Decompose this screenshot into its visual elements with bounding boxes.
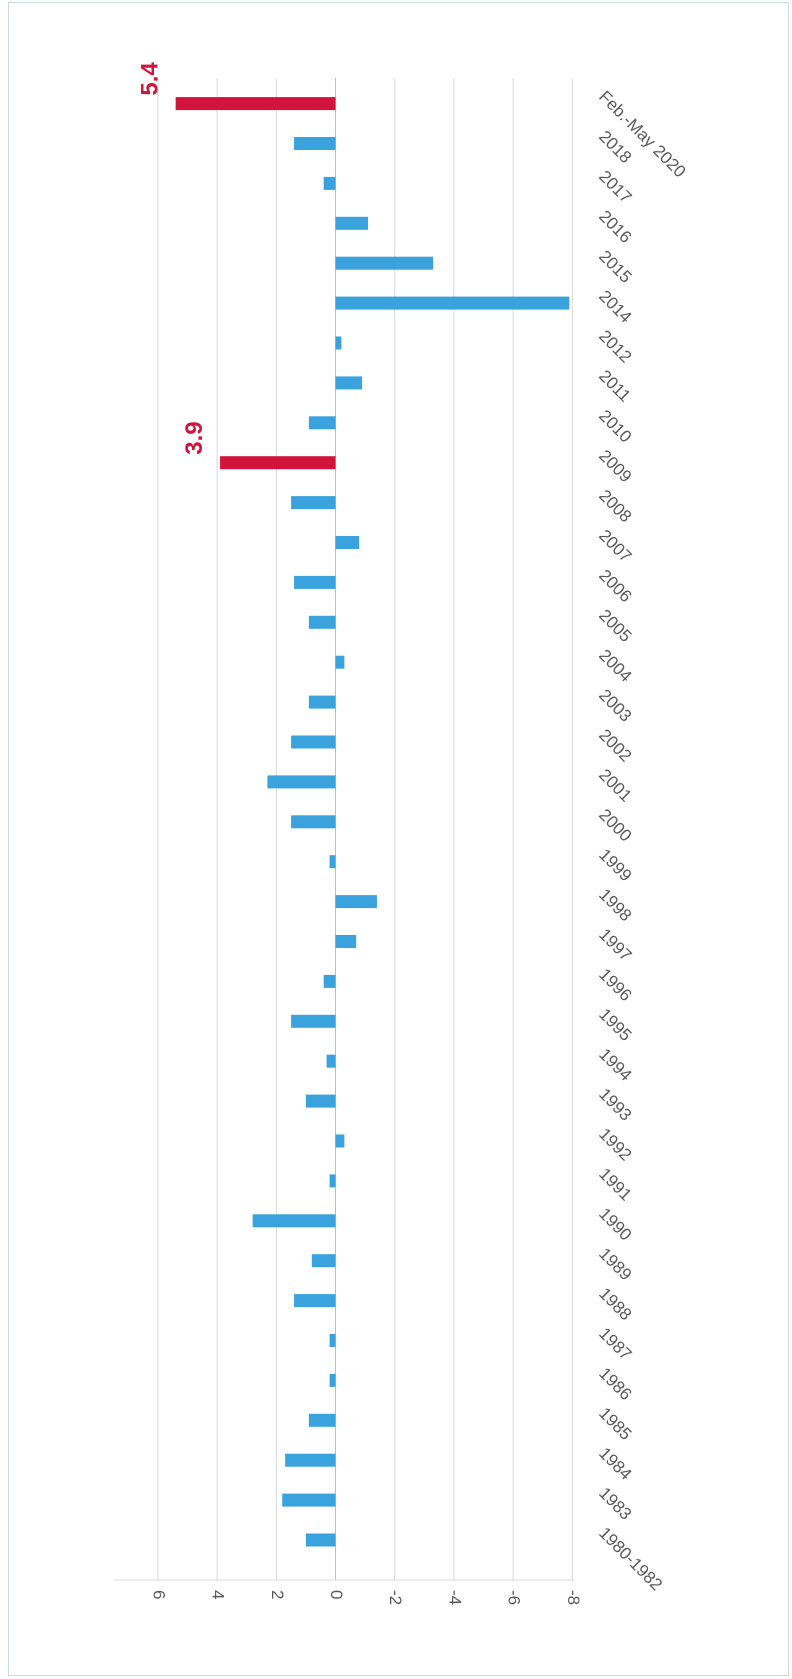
category-label: 1986: [595, 1364, 635, 1404]
category-label: 2006: [595, 566, 635, 606]
value-tick-label: -6: [505, 1590, 524, 1605]
category-label: 1998: [595, 885, 635, 925]
chart-frame: [8, 2, 789, 1676]
category-label: 1988: [595, 1284, 635, 1324]
category-label: 2009: [595, 446, 635, 486]
category-label: 1985: [595, 1404, 635, 1444]
category-label: 1995: [595, 1005, 635, 1045]
bar-2018: [294, 137, 336, 150]
bar-1992: [335, 1134, 345, 1148]
category-label: 2002: [595, 725, 635, 765]
bar-2009: [220, 456, 336, 470]
category-label: 2010: [595, 406, 635, 446]
bar-1980-1982: [305, 1533, 336, 1547]
bar-1990: [252, 1214, 336, 1228]
value-tick-label: -4: [445, 1590, 464, 1605]
category-label: 1997: [595, 925, 635, 965]
category-label: 2005: [595, 606, 635, 646]
bar-2006: [294, 575, 336, 589]
bar-1984: [285, 1453, 336, 1467]
bar-2014: [335, 296, 570, 310]
category-label: 1992: [595, 1124, 635, 1164]
category-label: 1990: [595, 1204, 635, 1244]
bar-2010: [308, 416, 336, 430]
data-label: 5.4: [137, 62, 164, 96]
bar-1987: [329, 1334, 336, 1347]
bar-2011: [335, 376, 363, 390]
bar-2004: [335, 655, 345, 669]
category-label: 2008: [595, 486, 635, 526]
bar-1986: [329, 1373, 336, 1387]
bar-2003: [308, 695, 336, 709]
category-label: 2007: [595, 526, 635, 566]
category-label: 1989: [595, 1244, 635, 1284]
value-tick-label: 2: [268, 1590, 287, 1599]
category-label: 2001: [595, 765, 635, 805]
bar-2008: [291, 496, 336, 510]
category-label: 1999: [595, 845, 635, 885]
bar-2005: [308, 615, 336, 629]
bar-1998: [335, 895, 377, 909]
value-tick-label: -2: [386, 1590, 405, 1605]
bar-2017: [323, 176, 336, 190]
bar-2016: [335, 216, 369, 230]
bar-1995: [291, 1014, 336, 1028]
bar-2012: [335, 336, 342, 350]
bar-2015: [335, 256, 434, 270]
category-label: 2004: [595, 646, 635, 686]
bar-1985: [308, 1413, 336, 1427]
value-tick-label: 6: [149, 1590, 168, 1599]
bar-1993: [305, 1094, 336, 1108]
bar-2000: [291, 815, 336, 829]
bar-1994: [326, 1054, 336, 1068]
bar-1991: [329, 1174, 336, 1188]
bar-1988: [294, 1294, 336, 1308]
category-label: 2012: [595, 326, 635, 366]
bar-feb-may-2020: [175, 97, 336, 111]
category-label: 2016: [595, 207, 635, 247]
category-label: 1984: [595, 1444, 635, 1484]
category-label: 2017: [595, 167, 635, 207]
bar-2007: [335, 536, 360, 549]
value-tick-label: -8: [564, 1590, 583, 1605]
bar-1996: [323, 974, 336, 988]
value-tick-label: 4: [209, 1590, 228, 1599]
data-label: 3.9: [181, 421, 208, 454]
category-label: 2003: [595, 685, 635, 725]
category-label: 2000: [595, 805, 635, 845]
category-label: 1987: [595, 1324, 635, 1364]
category-label: 1980-1982: [595, 1523, 666, 1594]
category-label: 1983: [595, 1483, 635, 1523]
value-tick-label: 0: [327, 1590, 346, 1599]
bar-1983: [282, 1493, 336, 1507]
category-label: 1996: [595, 965, 635, 1005]
bar-2001: [267, 775, 336, 789]
category-label: 1991: [595, 1164, 635, 1204]
bar-1997: [335, 935, 357, 948]
bar-2002: [291, 735, 336, 749]
category-label: 2015: [595, 247, 635, 287]
category-label: 1994: [595, 1045, 635, 1085]
bar-1999: [329, 855, 336, 869]
category-label: 1993: [595, 1084, 635, 1124]
bar-1989: [311, 1254, 336, 1268]
category-label: 2014: [595, 286, 635, 326]
category-label: 2011: [595, 366, 634, 405]
